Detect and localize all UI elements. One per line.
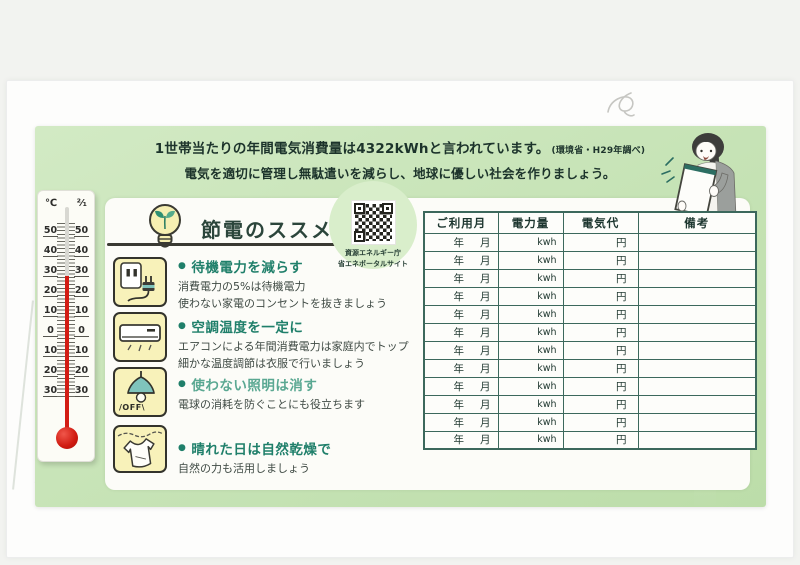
col-header-month: ご利用月 [423,211,499,234]
face [695,141,717,161]
note-cell [637,412,757,432]
tick-marks-right [67,223,75,397]
table-row: 年月 kwh 円 [423,376,757,396]
table-row: 年月 kwh 円 [423,232,757,252]
hand-left [677,200,687,212]
tip-heading: ● 待機電力を減らす [178,260,304,276]
note-cell [637,430,757,450]
tip-standby-power: ● 待機電力を減らす 消費電力の5%は待機電力 使わない家電のコンセントを抜きま… [178,256,508,312]
shirt-line-dry-icon [113,425,167,473]
fringe [694,135,719,151]
table-row: 年月 kwh 円 [423,358,757,378]
bullet-icon: ● [178,378,187,389]
air-conditioner-icon [113,312,167,362]
table-header-row: ご利用月 電力量 電気代 備考 [423,211,757,234]
usage-record-table: ご利用月 電力量 電気代 備考 年月 kwh 円 年月 kwh 円 [423,211,757,450]
note-cell [637,286,757,306]
tip-heading: ● 晴れた日は自然乾燥で [178,442,332,458]
mercury-bulb [56,427,78,449]
table-row: 年月 kwh 円 [423,430,757,450]
hand-right [709,185,719,197]
tip-body: 消費電力の5%は待機電力 使わない家電のコンセントを抜きましょう [178,280,387,310]
green-card: 1世帯当たりの年間電気消費量は4322kWhと言われています。 (環境省・H29年… [35,126,766,507]
table-row: 年月 kwh 円 [423,412,757,432]
tip-ac-temperature: ● 空調温度を一定に エアコンによる年間消費電力は家庭内でトップ 細かな温度調節… [178,316,508,372]
usage-table-body: 年月 kwh 円 年月 kwh 円 年月 kwh 円 年月 kwh [423,232,757,450]
tip-heading: ● 使わない照明は消す [178,378,318,394]
col-header-note: 備考 [637,211,757,234]
tip-body: エアコンによる年間消費電力は家庭内でトップ 細かな温度調節は衣服で行いましょう [178,340,409,370]
title-underline [107,243,337,246]
table-row: 年月 kwh 円 [423,322,757,342]
col-header-cost: 電気代 [562,211,639,234]
qr-caption: 資源エネルギー庁 省エネポータルサイト [338,249,408,268]
tip-body: 自然の力も活用しましょう [178,462,310,475]
note-cell [637,322,757,342]
table-row: 年月 kwh 円 [423,250,757,270]
note-cell [637,394,757,414]
headline-line1: 1世帯当たりの年間電気消費量は4322kWhと言われています。 (環境省・H29年… [100,137,700,163]
qr-finder-icon [382,203,393,214]
col-header-power: 電力量 [497,211,564,234]
note-cell [637,250,757,270]
qr-code [351,200,396,245]
tip-lights-off: ● 使わない照明は消す 電球の消耗を防ぐことにも役立ちます [178,374,508,414]
headline-line1-note: (環境省・H29年調べ) [551,146,646,156]
table-row: 年月 kwh 円 [423,394,757,414]
qr-finder-icon [354,203,365,214]
headline-line1-main: 1世帯当たりの年間電気消費量は4322kWhと言われています。 [154,141,550,157]
promo-title: 節電のススメ [201,218,333,242]
graduation-label: ²⁄₁ [76,198,87,209]
note-cell [637,340,757,360]
tag-fastener-mark [607,92,635,117]
headline-line2: 電気を適切に管理し無駄遣いを減らし、地球に優しい社会を作りましょう。 [184,166,616,181]
celsius-unit-label: ℃ [45,198,58,209]
tip-body: 電球の消耗を防ぐことにも役立ちます [178,398,365,411]
table-row: 年月 kwh 円 [423,286,757,306]
outlet-plug-icon [113,257,167,307]
bullet-icon: ● [178,320,187,331]
note-cell [637,232,757,252]
tip-heading: ● 空調温度を一定に [178,320,304,336]
woman-with-clipboard-illustration [661,133,737,217]
note-cell [637,358,757,378]
sparkle-lines [661,157,675,183]
tip-natural-drying: ● 晴れた日は自然乾燥で 自然の力も活用しましょう [178,438,508,478]
mercury-column [65,276,69,432]
bullet-icon: ● [178,260,187,271]
pendant-lamp-off-icon: /OFF\ [113,367,167,417]
table-row: 年月 kwh 円 [423,268,757,288]
table-row: 年月 kwh 円 [423,340,757,360]
qr-finder-icon [354,231,365,242]
note-cell [637,268,757,288]
note-cell [637,376,757,396]
note-cell [637,304,757,324]
headline: 1世帯当たりの年間電気消費量は4322kWhと言われています。 (環境省・H29年… [100,137,700,184]
off-label: /OFF\ [119,403,146,412]
tick-marks-left [57,223,65,397]
lightbulb-leaf-icon [149,204,181,248]
table-row: 年月 kwh 円 [423,304,757,324]
bullet-icon: ● [178,442,187,453]
